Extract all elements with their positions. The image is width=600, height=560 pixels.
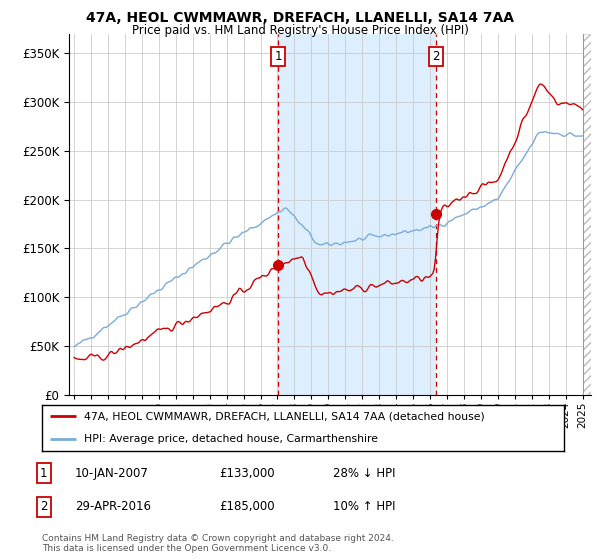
Text: 10% ↑ HPI: 10% ↑ HPI <box>333 500 395 514</box>
Text: 1: 1 <box>40 466 47 480</box>
Text: 47A, HEOL CWMMAWR, DREFACH, LLANELLI, SA14 7AA: 47A, HEOL CWMMAWR, DREFACH, LLANELLI, SA… <box>86 11 514 25</box>
Text: HPI: Average price, detached house, Carmarthenshire: HPI: Average price, detached house, Carm… <box>84 435 378 444</box>
Text: Price paid vs. HM Land Registry's House Price Index (HPI): Price paid vs. HM Land Registry's House … <box>131 24 469 36</box>
Text: 2: 2 <box>40 500 47 514</box>
Bar <box>583 34 591 395</box>
Text: 1: 1 <box>274 50 282 63</box>
Text: 10-JAN-2007: 10-JAN-2007 <box>75 466 149 480</box>
Text: £185,000: £185,000 <box>219 500 275 514</box>
Text: 47A, HEOL CWMMAWR, DREFACH, LLANELLI, SA14 7AA (detached house): 47A, HEOL CWMMAWR, DREFACH, LLANELLI, SA… <box>84 412 485 421</box>
Bar <box>278 34 436 395</box>
Text: Contains HM Land Registry data © Crown copyright and database right 2024.
This d: Contains HM Land Registry data © Crown c… <box>42 534 394 553</box>
Text: 29-APR-2016: 29-APR-2016 <box>75 500 151 514</box>
Text: £133,000: £133,000 <box>219 466 275 480</box>
Text: 2: 2 <box>432 50 439 63</box>
Text: 28% ↓ HPI: 28% ↓ HPI <box>333 466 395 480</box>
